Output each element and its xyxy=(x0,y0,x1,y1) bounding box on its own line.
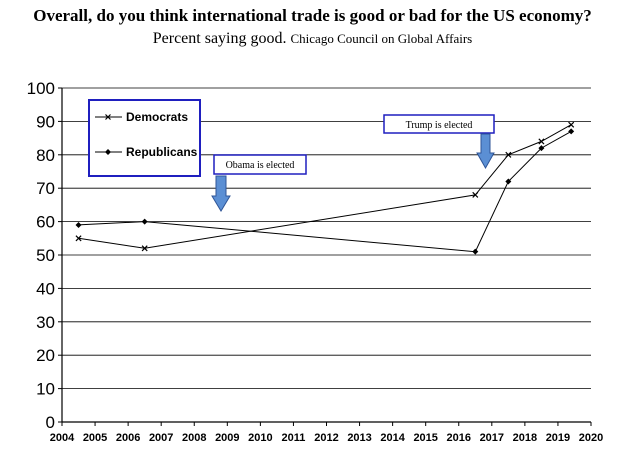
legend-box xyxy=(88,99,201,177)
y-tick-label-20: 20 xyxy=(36,346,55,365)
obama-arrow-icon xyxy=(211,175,231,212)
annotation-trump: Trump is elected xyxy=(383,114,495,170)
x-tick-label-2016: 2016 xyxy=(447,432,471,444)
data-point-democrats-3 xyxy=(505,151,512,158)
x-tick-label-2019: 2019 xyxy=(546,432,570,444)
data-point-republicans-5 xyxy=(568,128,575,135)
data-point-republicans-2 xyxy=(472,248,479,255)
x-tick-label-2018: 2018 xyxy=(513,432,537,444)
x-tick-label-2015: 2015 xyxy=(413,432,437,444)
x-tick-label-2014: 2014 xyxy=(380,432,405,444)
x-tick-label-2011: 2011 xyxy=(282,432,306,444)
y-tick-label-80: 80 xyxy=(36,146,55,165)
chart-subtitle: Percent saying good. Chicago Council on … xyxy=(0,30,625,48)
y-tick-label-40: 40 xyxy=(36,279,55,298)
x-tick-label-2013: 2013 xyxy=(347,432,371,444)
data-point-democrats-0 xyxy=(75,235,82,242)
legend-label-republicans: Republicans xyxy=(126,145,198,159)
series-line-republicans xyxy=(78,130,572,253)
y-tick-label-90: 90 xyxy=(36,112,55,131)
legend-label-democrats: Democrats xyxy=(126,110,188,124)
x-tick-labels: 2004 2005 2006 2007 2008 2009 2010 2011 2012 2013… xyxy=(50,432,603,444)
data-point-republicans-4 xyxy=(538,145,545,152)
axes xyxy=(58,87,592,426)
data-point-republicans-3 xyxy=(505,178,512,185)
chart-title: Overall, do you think international trad… xyxy=(33,6,592,25)
y-tick-label-0: 0 xyxy=(46,413,55,432)
x-tick-label-2004: 2004 xyxy=(50,432,75,444)
legend-marker-democrats xyxy=(105,114,111,120)
source-text: Chicago Council on Global Affairs xyxy=(290,31,473,46)
series-line-democrats xyxy=(78,124,572,249)
x-tick-label-2010: 2010 xyxy=(248,432,272,444)
y-tick-label-70: 70 xyxy=(36,179,55,198)
x-tick-label-2017: 2017 xyxy=(480,432,504,444)
trump-arrow-icon xyxy=(476,133,495,170)
trump-label-box xyxy=(383,114,495,134)
x-tick-label-2007: 2007 xyxy=(149,432,173,444)
legend-marker-republicans xyxy=(105,149,111,155)
data-point-democrats-4 xyxy=(538,138,545,145)
subtitle-text: Percent saying good. xyxy=(152,30,287,47)
x-tick-label-2020: 2020 xyxy=(579,432,603,444)
y-tick-label-60: 60 xyxy=(36,213,55,232)
y-tick-label-30: 30 xyxy=(36,313,55,332)
data-point-democrats-1 xyxy=(141,245,148,252)
data-point-republicans-1 xyxy=(141,218,148,225)
y-tick-label-10: 10 xyxy=(36,380,55,399)
x-tick-label-2009: 2009 xyxy=(215,432,239,444)
x-tick-label-2006: 2006 xyxy=(116,432,140,444)
annotation-obama: Obama is elected xyxy=(211,154,307,212)
trump-label: Trump is elected xyxy=(406,120,473,131)
y-tick-labels: 0 10 20 30 40 50 60 70 80 90 100 xyxy=(27,79,55,432)
obama-label-box xyxy=(213,154,307,175)
x-tick-label-2012: 2012 xyxy=(314,432,338,444)
obama-label: Obama is elected xyxy=(226,160,295,171)
data-point-democrats-5 xyxy=(568,121,575,128)
y-tick-label-100: 100 xyxy=(27,79,55,98)
x-tick-label-2008: 2008 xyxy=(182,432,206,444)
data-point-republicans-0 xyxy=(75,221,82,228)
x-tick-label-2005: 2005 xyxy=(83,432,107,444)
legend: Democrats Republicans xyxy=(88,99,201,177)
y-tick-label-50: 50 xyxy=(36,246,55,265)
data-point-democrats-2 xyxy=(472,191,479,198)
series-layer xyxy=(75,121,575,255)
